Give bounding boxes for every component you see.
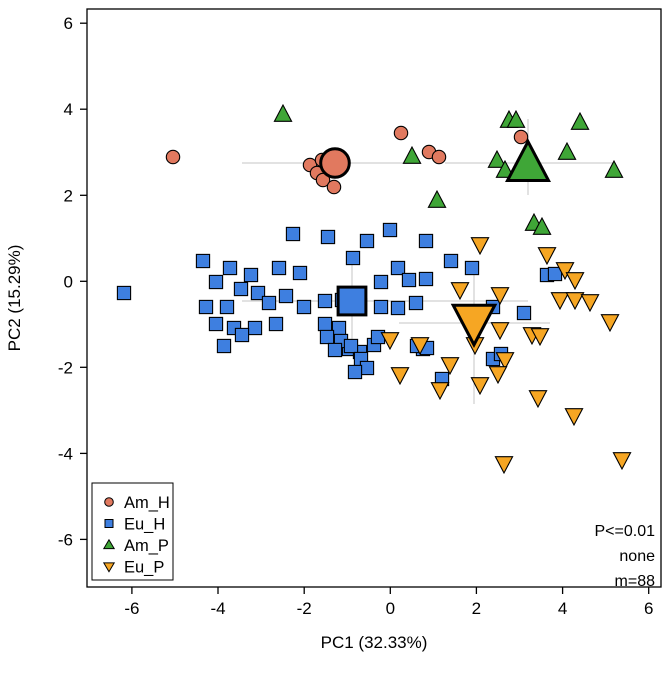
svg-text:Eu_P: Eu_P [124, 559, 164, 577]
svg-text:none: none [619, 548, 655, 565]
svg-text:PC1 (32.33%): PC1 (32.33%) [321, 633, 428, 652]
svg-text:2: 2 [472, 599, 481, 618]
svg-text:6: 6 [64, 14, 73, 33]
svg-text:PC2 (15.29%): PC2 (15.29%) [5, 245, 24, 352]
svg-text:m=88: m=88 [615, 573, 656, 590]
svg-text:4: 4 [64, 100, 73, 119]
svg-text:Am_P: Am_P [124, 537, 169, 555]
svg-text:Eu_H: Eu_H [124, 516, 165, 534]
svg-text:-6: -6 [124, 599, 139, 618]
svg-text:-4: -4 [210, 599, 225, 618]
svg-text:6: 6 [644, 599, 653, 618]
svg-text:-6: -6 [58, 530, 73, 549]
svg-text:0: 0 [64, 272, 73, 291]
svg-text:2: 2 [64, 186, 73, 205]
svg-text:Am_H: Am_H [124, 494, 170, 512]
svg-text:-2: -2 [58, 358, 73, 377]
svg-text:P<=0.01: P<=0.01 [595, 523, 656, 540]
svg-text:-2: -2 [297, 599, 312, 618]
svg-text:4: 4 [558, 599, 567, 618]
svg-text:-4: -4 [58, 444, 73, 463]
svg-text:0: 0 [386, 599, 395, 618]
